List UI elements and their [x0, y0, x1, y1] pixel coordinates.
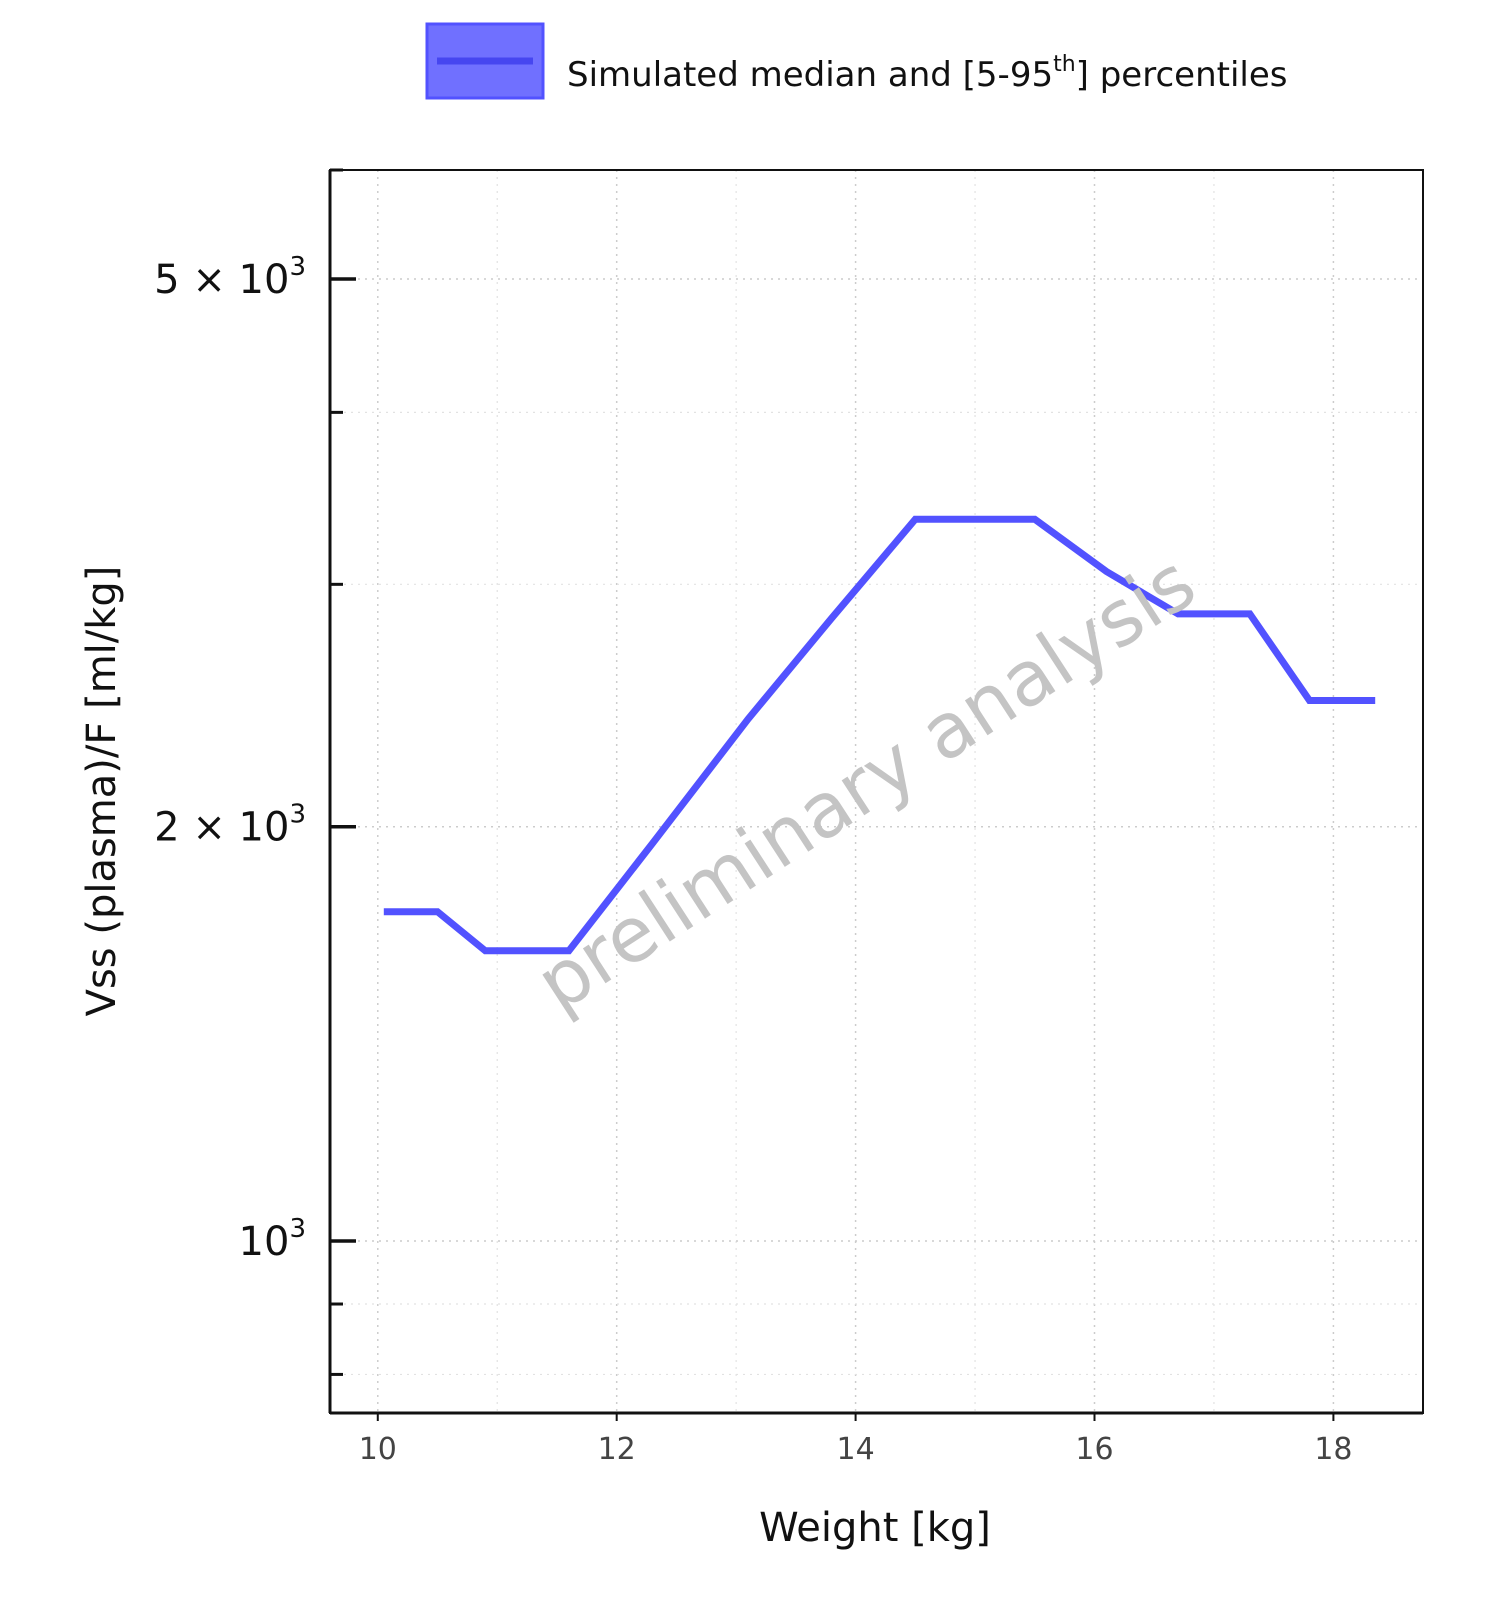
- series-layer: [383, 515, 1376, 955]
- y-tick-label: 5 × 103: [154, 252, 306, 303]
- x-axis-ticks: 10 12 14 16 18: [359, 1413, 1353, 1467]
- y-axis-ticks: 103 2 × 103 5 × 103: [154, 168, 356, 1376]
- y-axis-title: Vss (plasma)/F [ml/kg]: [79, 566, 125, 1017]
- legend: Simulated median and [5-95th] percentile…: [425, 22, 1287, 100]
- x-axis-title: Weight [kg]: [759, 1505, 991, 1551]
- x-tick-label: 10: [359, 1432, 397, 1467]
- legend-label: Simulated median and [5-95th] percentile…: [567, 52, 1287, 95]
- x-tick-label: 12: [598, 1432, 636, 1467]
- x-tick-label: 16: [1075, 1432, 1113, 1467]
- watermark: preliminary analysis: [521, 537, 1211, 1028]
- x-tick-label: 14: [837, 1432, 875, 1467]
- y-tick-label: 103: [239, 1214, 306, 1265]
- x-tick-label: 18: [1314, 1432, 1352, 1467]
- grid: [330, 169, 1423, 1413]
- y-tick-label: 2 × 103: [154, 800, 306, 851]
- median-line: [383, 515, 1376, 955]
- axes: [328, 169, 1424, 1415]
